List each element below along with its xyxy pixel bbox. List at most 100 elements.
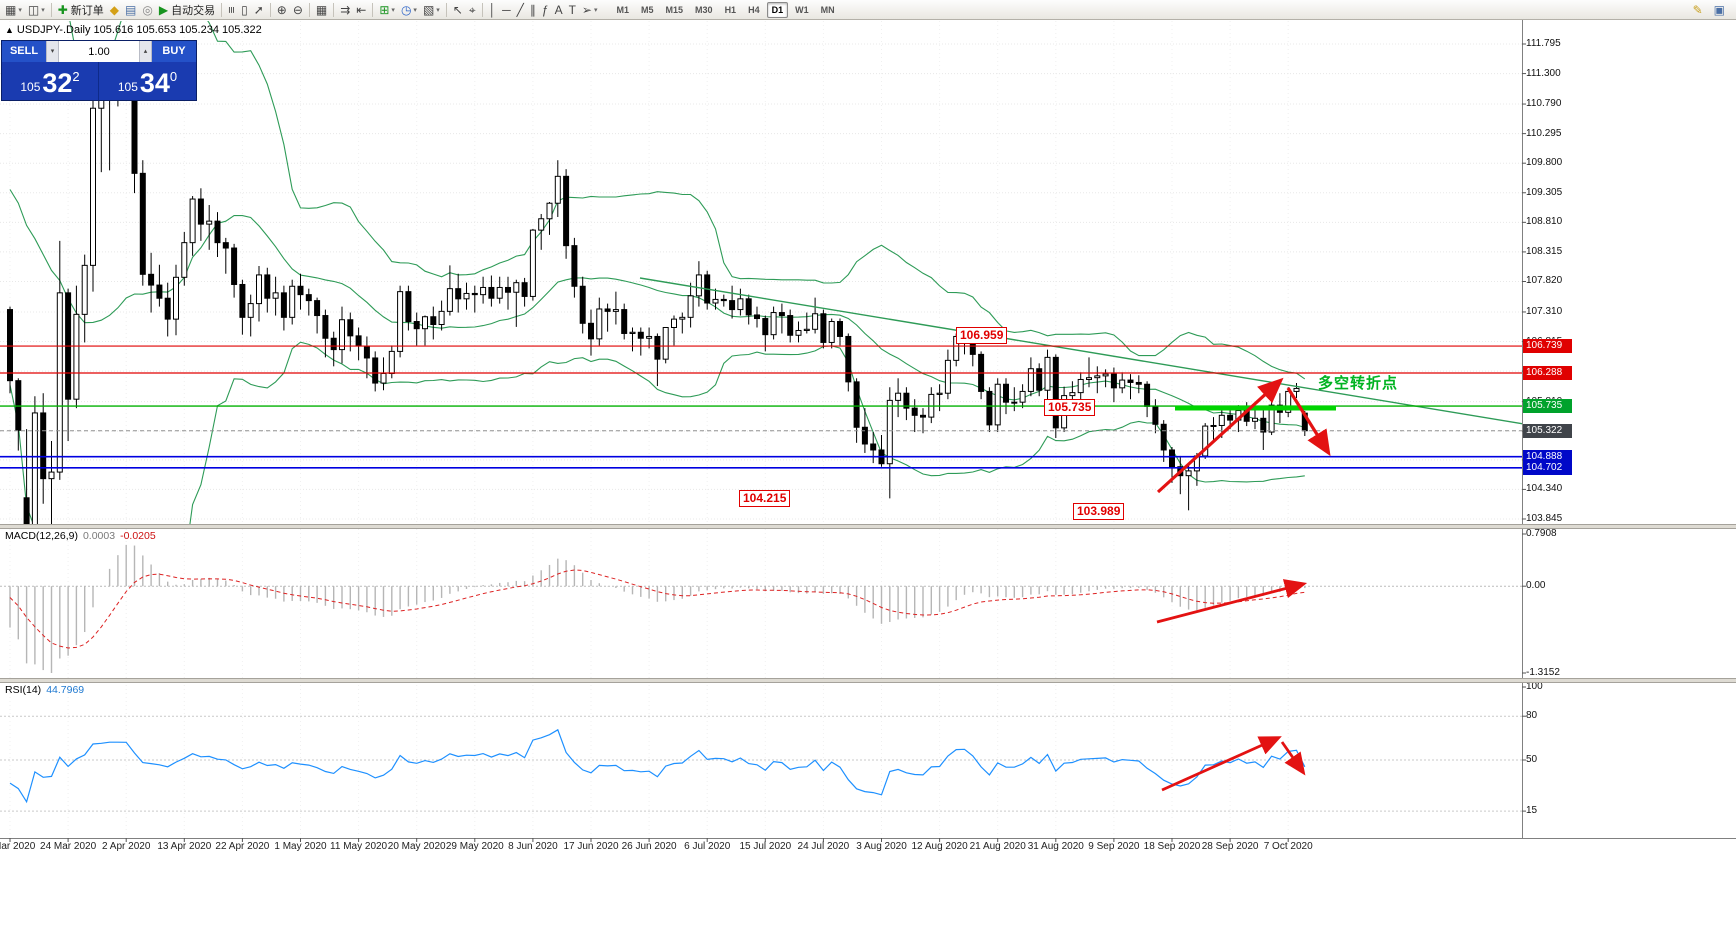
sell-price-big: 32 — [42, 68, 73, 98]
timeframe-d1-button[interactable]: D1 — [766, 1, 789, 18]
timeframe-mn-button[interactable]: MN — [820, 4, 835, 15]
chart-shift-button[interactable]: ⇤ — [353, 1, 369, 19]
candlestick-type-button[interactable]: ▯ — [238, 1, 251, 19]
timeframe-m1-button[interactable]: M1 — [616, 4, 630, 15]
fibonacci-icon: ƒ — [541, 2, 549, 17]
buy-price-handle: 105 — [117, 80, 138, 94]
autotrading-button-label: 自动交易 — [171, 4, 216, 17]
zoom-in-button[interactable]: ⊕ — [274, 1, 290, 19]
profiles-button[interactable]: ◫ ▾ — [25, 1, 48, 19]
chevron-down-icon: ▾ — [413, 6, 417, 14]
label-button[interactable]: T — [566, 1, 579, 19]
macd-region[interactable] — [0, 529, 1522, 678]
zoom-out-button[interactable]: ⊖ — [290, 1, 306, 19]
timeframe-h4-button[interactable]: H4 — [748, 4, 760, 15]
arrows-button[interactable]: ➢ ▾ — [579, 1, 601, 19]
auto-scroll-button[interactable]: ⇉ — [337, 1, 353, 19]
horizontal-line-button[interactable]: ─ — [499, 1, 514, 19]
navigator-button[interactable]: ◎ — [139, 1, 155, 19]
indicators-button[interactable]: ⊞ ▾ — [376, 1, 398, 19]
arrows-icon: ➢ — [581, 2, 592, 17]
buy-price[interactable]: 105 34 0 — [99, 62, 196, 100]
timeframe-w1-button[interactable]: W1 — [795, 4, 809, 15]
snapshot-button[interactable]: ▣ — [1711, 1, 1728, 19]
volume-decrease-button[interactable]: ▾ — [46, 41, 59, 62]
line-chart-type-button[interactable]: ➚ — [251, 1, 267, 19]
timeframe-m30-button[interactable]: M30 — [695, 4, 713, 15]
metaeditor-button[interactable]: ◆ — [107, 1, 122, 19]
market-watch-button[interactable]: ▤ — [122, 1, 139, 19]
tile-windows-button[interactable]: ▦ — [313, 1, 330, 19]
periods-icon: ◷ — [400, 2, 412, 17]
indicators-icon: ⊞ — [379, 2, 390, 17]
rsi-region[interactable] — [0, 683, 1522, 836]
templates-button[interactable]: ▧ ▾ — [420, 1, 443, 19]
periods-button[interactable]: ◷ ▾ — [398, 1, 420, 19]
macd-indicator-label: MACD(12,26,9) 0.0003 -0.0205 — [5, 530, 156, 542]
autotrading-icon: ▶ — [158, 2, 169, 17]
text-button[interactable]: A — [552, 1, 566, 19]
pencil-button[interactable]: ✎ — [1690, 1, 1706, 19]
zoom-in-icon: ⊕ — [276, 2, 287, 17]
sell-price[interactable]: 105 32 2 — [2, 62, 99, 100]
chevron-down-icon: ▾ — [593, 6, 598, 14]
buy-button[interactable]: BUY — [152, 41, 196, 62]
cursor-icon: ↖ — [452, 2, 463, 17]
volume-input[interactable] — [59, 41, 139, 62]
price-axis[interactable] — [1522, 20, 1736, 838]
symbol-ohlc-text: USDJPY-.Daily 105.616 105.653 105.234 10… — [16, 24, 262, 36]
macd-panel-separator[interactable] — [0, 524, 1736, 529]
new-chart-button[interactable]: ▦ ▾ — [2, 1, 25, 19]
timeframe-m15-button[interactable]: M15 — [665, 4, 684, 15]
autotrading-button[interactable]: ▶ 自动交易 — [156, 1, 218, 19]
main-chart-region[interactable] — [0, 20, 1522, 524]
snapshot-icon: ▣ — [1713, 2, 1725, 17]
candlestick-type-icon: ▯ — [241, 2, 248, 17]
channel-icon: ∥ — [529, 2, 536, 17]
symbol-triangle-icon: ▲ — [5, 25, 14, 35]
toolbar-separator — [308, 2, 310, 17]
toolbar-separator — [445, 2, 447, 17]
chevron-down-icon: ▾ — [391, 6, 395, 14]
symbol-ohlc-label: ▲ USDJPY-.Daily 105.616 105.653 105.234 1… — [5, 24, 262, 36]
navigator-icon: ◎ — [142, 2, 153, 17]
vertical-line-icon: │ — [488, 2, 497, 17]
crosshair-button[interactable]: ⌖ — [466, 1, 479, 19]
main-toolbar: ▦ ▾ ◫ ▾ ✚ 新订单 ◆ ▤ ◎ ▶ 自动交易 ≡ ▯ ➚ ⊕ ⊖ ▦ ⇉ ⇤ ⊞ ▾ ◷ ▾ ▧ ▾ ↖ ⌖ │ ─ ╱ ∥ ƒ A T ➢… — [0, 0, 1736, 20]
sell-price-sup: 2 — [72, 69, 80, 84]
sell-button[interactable]: SELL — [2, 41, 46, 62]
channel-button[interactable]: ∥ — [527, 1, 539, 19]
time-axis[interactable] — [0, 838, 1736, 856]
cursor-button[interactable]: ↖ — [450, 1, 466, 19]
new-chart-icon: ▦ — [5, 2, 17, 17]
auto-scroll-icon: ⇉ — [340, 2, 351, 17]
bar-chart-type-button[interactable]: ≡ — [224, 1, 239, 19]
trendline-button[interactable]: ╱ — [514, 1, 527, 19]
buy-price-sup: 0 — [169, 69, 178, 84]
sell-price-handle: 105 — [20, 80, 41, 94]
horizontal-line-icon: ─ — [502, 2, 511, 17]
new-order-button[interactable]: ✚ 新订单 — [55, 1, 107, 19]
timeframe-m5-button[interactable]: M5 — [641, 4, 654, 15]
timeframe-h1-button[interactable]: H1 — [724, 4, 737, 15]
rsi-panel-separator[interactable] — [0, 678, 1736, 683]
templates-icon: ▧ — [422, 2, 435, 17]
fibonacci-button[interactable]: ƒ — [539, 1, 552, 19]
bar-chart-type-icon: ≡ — [224, 5, 239, 14]
vertical-line-button[interactable]: │ — [486, 1, 500, 19]
label-icon: T — [568, 2, 576, 17]
toolbar-right-group: ✎ ▣ — [1690, 1, 1734, 19]
chevron-down-icon: ▾ — [18, 6, 22, 14]
new-order-icon: ✚ — [57, 2, 68, 17]
text-icon: A — [554, 2, 563, 17]
metaeditor-icon: ◆ — [109, 2, 120, 17]
trendline-icon: ╱ — [516, 2, 524, 17]
rsi-indicator-label: RSI(14) 44.7969 — [5, 684, 85, 696]
volume-increase-button[interactable]: ▴ — [139, 41, 152, 62]
crosshair-icon: ⌖ — [468, 2, 476, 17]
chevron-down-icon: ▾ — [436, 6, 440, 14]
market-watch-icon: ▤ — [125, 2, 137, 17]
